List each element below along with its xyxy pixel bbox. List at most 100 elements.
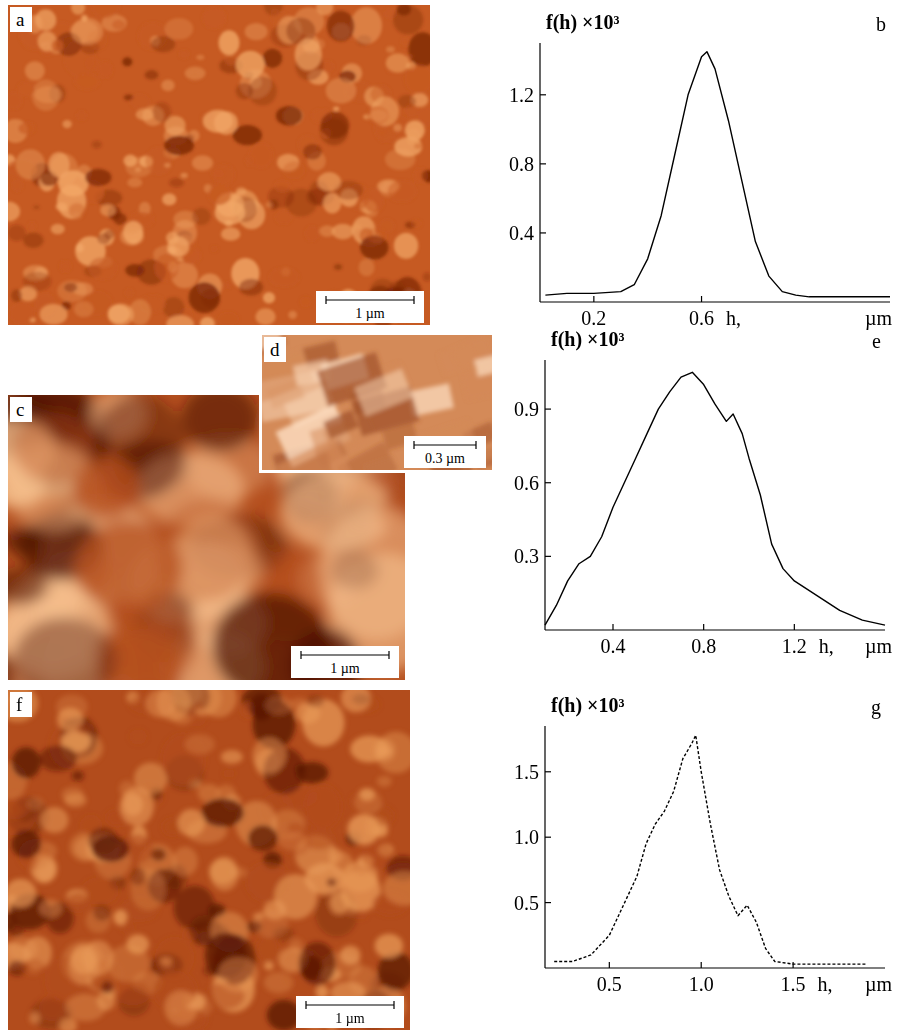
grain (354, 369, 413, 416)
grain (474, 354, 492, 377)
grain (57, 185, 86, 219)
grain (112, 19, 126, 29)
grain (414, 143, 423, 149)
scale-bar (301, 654, 389, 655)
grain (288, 311, 297, 319)
histogram: 0.40.81.20.30.60.9h,µmf(h) ×10³e (514, 328, 892, 658)
scale-bar-label: 1 µm (335, 1011, 365, 1026)
micrograph (8, 395, 405, 680)
grain (13, 617, 117, 680)
grain (248, 825, 278, 851)
grain (378, 130, 387, 136)
grain (8, 801, 23, 820)
grain (172, 847, 197, 876)
grain (98, 61, 112, 78)
grain (8, 527, 42, 554)
panel-letter: g (871, 696, 881, 719)
grain (130, 868, 146, 886)
grain (35, 858, 54, 881)
scale-bar-cap (305, 1001, 306, 1009)
grain (383, 871, 410, 905)
grain (180, 173, 187, 179)
distribution-curve (545, 52, 890, 297)
grain (39, 899, 62, 918)
grain (57, 280, 87, 302)
grain (341, 690, 371, 712)
y-tick-label: 0.4 (509, 222, 534, 244)
grain (276, 438, 351, 470)
grain (303, 144, 322, 160)
grain (85, 169, 111, 186)
y-tick-label: 1.5 (514, 761, 539, 783)
texture (8, 395, 405, 680)
grain (8, 202, 20, 222)
grain (217, 312, 239, 325)
image-panel: d0.3 µm (242, 322, 508, 500)
grain (386, 53, 410, 72)
grain (23, 232, 44, 247)
grain (34, 86, 62, 103)
y-tick-label: 0.6 (514, 472, 539, 494)
figure: a1 µmc1 µmd0.3 µmf1 µm0.20.60.40.81.2h,µ… (0, 0, 900, 1035)
grain (218, 957, 259, 992)
grain (306, 695, 324, 708)
grain (151, 848, 166, 861)
grain (276, 106, 303, 126)
grain (17, 82, 35, 97)
grain (375, 732, 410, 774)
x-tick-label: 0.2 (581, 307, 606, 329)
grain (264, 972, 293, 993)
plot-area (545, 372, 885, 625)
y-tick (545, 837, 551, 838)
histogram: 0.20.60.40.81.2h,µmf(h) ×10³b (509, 11, 892, 330)
grain (59, 1018, 77, 1030)
grain (196, 55, 204, 60)
grain (74, 301, 94, 317)
grain (39, 746, 77, 772)
scale-bar-label: 1 µm (355, 306, 385, 321)
grain (192, 155, 213, 170)
grain (165, 18, 193, 40)
grain (64, 793, 87, 807)
grain (264, 5, 283, 16)
grain (130, 868, 165, 910)
grain (104, 230, 114, 240)
grain (351, 7, 382, 44)
grain (423, 272, 430, 281)
grain (332, 224, 354, 240)
grain (164, 136, 194, 155)
grain (13, 413, 94, 483)
scale-bar-cap (475, 441, 476, 449)
grain (275, 180, 291, 191)
panel-letter: c (16, 399, 24, 420)
page: {"chart_data": [ {"panel": "b", "type": … (0, 0, 900, 1035)
grain (225, 55, 237, 65)
grain (394, 124, 402, 132)
x-axis-label: h, (726, 307, 741, 329)
grain (203, 110, 233, 133)
grain (28, 222, 35, 230)
y-tick-label: 1.2 (509, 84, 534, 106)
y-tick-label: 0.9 (514, 398, 539, 420)
x-axis-label: h, (818, 973, 833, 995)
grain (76, 111, 86, 120)
grain (40, 807, 68, 833)
texture (8, 690, 410, 1030)
grain (320, 112, 349, 139)
grain (377, 776, 392, 787)
grain (224, 283, 231, 289)
grain (209, 859, 236, 885)
x-tick (609, 962, 610, 968)
grain (27, 797, 45, 810)
grain (323, 193, 341, 214)
grain (334, 264, 342, 270)
grain (189, 282, 220, 313)
plot-area (545, 52, 890, 297)
grain (323, 410, 359, 440)
grain (295, 38, 322, 70)
scale-bar-label: 0.3 µm (425, 451, 465, 466)
grain (25, 61, 45, 80)
grain (62, 207, 69, 212)
distribution-curve (545, 372, 885, 625)
grain (333, 106, 339, 111)
